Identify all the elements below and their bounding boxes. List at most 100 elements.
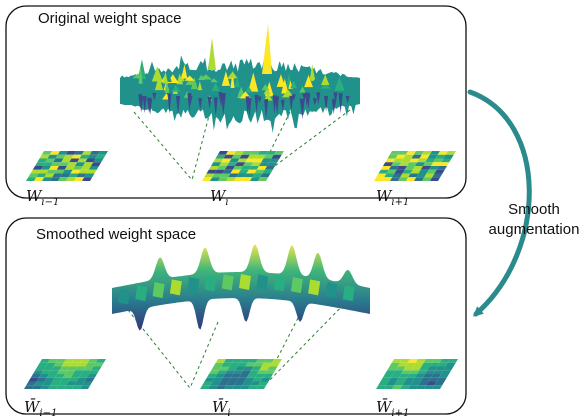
heatmap-cell (259, 366, 270, 371)
smoothed-ridge (342, 285, 355, 302)
heatmap-cell (443, 366, 454, 371)
heatmap-cell (255, 359, 266, 363)
noisy-dip (148, 98, 153, 115)
heatmap-cell (75, 162, 86, 166)
heatmap-cell (260, 377, 271, 382)
heatmap-cell (250, 177, 261, 181)
heatmap-cell (54, 169, 65, 174)
weight-label-next: Wi+1 (376, 187, 409, 208)
heatmap-cell (74, 177, 85, 181)
noisy-dip (272, 95, 277, 115)
heatmap-cell (41, 151, 52, 155)
heatmap-cell (32, 166, 43, 170)
heatmap-cell (202, 177, 213, 181)
heatmap-cell (403, 366, 414, 371)
heatmap-cell (247, 359, 258, 363)
heatmap-cell (390, 374, 401, 378)
heatmap-cell (269, 362, 280, 367)
smoothed-ridge (325, 282, 338, 299)
heatmap-cell (51, 162, 62, 166)
noisy-dip (264, 99, 269, 120)
heatmap-cell (46, 374, 57, 378)
heatmap-cell (431, 359, 442, 363)
smoothed-weight-label-prev: W̄i−1 (24, 398, 57, 419)
smoothed-weight-label-current-base: W̄ (212, 398, 228, 416)
heatmap-cell (238, 169, 249, 174)
heatmap-cell (428, 166, 439, 170)
heatmap-next (374, 151, 456, 181)
heatmap-cell (414, 177, 425, 181)
heatmap-cell (204, 173, 215, 178)
heatmap-cell (249, 151, 260, 155)
heatmap-cell (376, 385, 387, 389)
noisy-spike (311, 75, 323, 83)
noisy-spike (184, 75, 195, 81)
original-weight-space-title: Original weight space (38, 10, 182, 27)
noisy-dip (312, 98, 317, 106)
heatmap-cell (262, 169, 273, 174)
heatmap-cell (230, 169, 241, 174)
heatmap-cell (401, 370, 412, 374)
heatmap-cell (43, 162, 54, 166)
heatmap-cell (239, 154, 250, 159)
heatmap-cell (437, 151, 448, 155)
heatmap-cell (439, 162, 450, 166)
heatmap-cell (64, 166, 75, 170)
heatmap-cell (255, 154, 266, 159)
heatmap-cell (222, 169, 233, 174)
noisy-spike (276, 74, 286, 87)
heatmap-cell (254, 169, 265, 174)
bottom-dashed-connectors (127, 295, 353, 389)
heatmap-cell (235, 366, 246, 371)
heatmap-cell (91, 162, 102, 166)
heatmap-cell (404, 166, 415, 170)
heatmap-cell (67, 366, 78, 371)
heatmap-cell (387, 154, 398, 159)
heatmap-cell (248, 166, 259, 170)
heatmap-cell (224, 166, 235, 170)
heatmap-cell (388, 166, 399, 170)
smoothed-ridge (221, 274, 234, 291)
heatmap-cell (399, 162, 410, 166)
heatmap-cell (437, 362, 448, 367)
heatmap-cell (231, 154, 242, 159)
heatmap-cell (26, 177, 37, 181)
heatmap-cell (60, 377, 71, 382)
heatmap-cell (374, 177, 385, 181)
smoothed-weight-space-title: Smoothed weight space (36, 226, 197, 243)
heatmap-cell (378, 381, 389, 386)
heatmap-cell (402, 169, 413, 174)
heatmap-cell (53, 362, 64, 367)
weight-label-current-sub: i (225, 197, 229, 208)
heatmap-cell (396, 377, 407, 382)
heatmap-cell (257, 151, 268, 155)
heatmap-cell (93, 158, 104, 163)
heatmap-cell (68, 377, 79, 382)
heatmap-cell (409, 370, 420, 374)
heatmap-cell (447, 359, 458, 363)
heatmap-cell (401, 158, 412, 163)
heatmap-cell (210, 381, 221, 386)
heatmap-cell (59, 366, 70, 371)
heatmap-cell (430, 177, 441, 181)
heatmap-cell (46, 169, 57, 174)
noisy-spike (162, 71, 169, 84)
heatmap-cell (57, 370, 68, 374)
heatmap-cell (41, 370, 52, 374)
heatmap-cell (405, 362, 416, 367)
noisy-dip (247, 97, 252, 119)
noisy-spike (274, 61, 286, 82)
top-panel-frame (5, 5, 467, 199)
heatmap-cell (225, 370, 236, 374)
heatmap-cell (66, 381, 77, 386)
heatmap-cell (253, 362, 264, 367)
heatmap-cell (42, 381, 53, 386)
noisy-spike (151, 66, 163, 82)
heatmap-cell (223, 359, 234, 363)
heatmap-cell (68, 173, 79, 178)
heatmap-cell (386, 169, 397, 174)
heatmap-cell (84, 377, 95, 382)
heatmap-cell (259, 162, 270, 166)
noisy-tall-spike (262, 24, 272, 74)
heatmap-cell (424, 385, 435, 389)
